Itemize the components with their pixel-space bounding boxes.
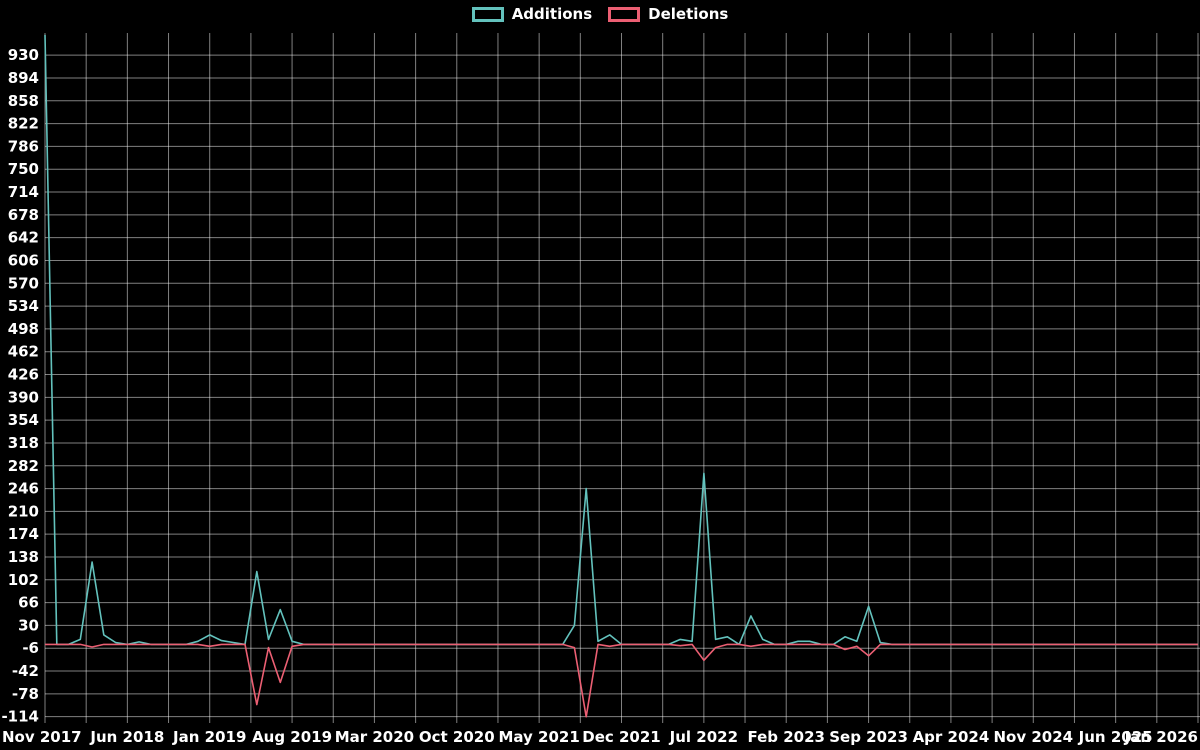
svg-text:Jan 2019: Jan 2019	[172, 728, 246, 746]
svg-text:Apr 2024: Apr 2024	[913, 728, 990, 746]
svg-text:354: 354	[8, 411, 39, 429]
svg-text:Dec 2021: Dec 2021	[582, 728, 661, 746]
svg-text:822: 822	[8, 115, 39, 133]
svg-text:786: 786	[8, 137, 39, 155]
svg-text:750: 750	[8, 160, 39, 178]
svg-text:-42: -42	[12, 662, 39, 680]
svg-text:894: 894	[8, 69, 39, 87]
svg-text:930: 930	[8, 46, 39, 64]
svg-text:Jun 2018: Jun 2018	[89, 728, 164, 746]
svg-text:138: 138	[8, 548, 39, 566]
svg-text:426: 426	[8, 366, 39, 384]
legend-item-deletions[interactable]: Deletions	[608, 7, 728, 22]
svg-text:570: 570	[8, 274, 39, 292]
svg-text:-6: -6	[22, 639, 39, 657]
deletions-swatch-icon	[608, 7, 641, 22]
deletions-line	[45, 643, 1198, 718]
svg-text:642: 642	[8, 229, 39, 247]
legend-item-additions[interactable]: Additions	[471, 5, 593, 23]
svg-text:Nov 2017: Nov 2017	[2, 728, 82, 746]
svg-text:30: 30	[18, 616, 39, 634]
svg-text:678: 678	[8, 206, 39, 224]
svg-text:Sep 2023: Sep 2023	[829, 728, 908, 746]
svg-text:Feb 2023: Feb 2023	[747, 728, 825, 746]
svg-text:-114: -114	[1, 708, 39, 726]
svg-text:534: 534	[8, 297, 39, 315]
svg-text:606: 606	[8, 251, 39, 269]
svg-text:714: 714	[8, 183, 39, 201]
svg-text:462: 462	[8, 343, 39, 361]
svg-text:Oct 2020: Oct 2020	[419, 728, 495, 746]
grid-lines	[44, 33, 1200, 723]
svg-text:858: 858	[8, 92, 39, 110]
y-axis-tick-labels: -114 -78 -42 -6 30 66 102 138 174 210 246 282 318 354…	[1, 46, 39, 725]
svg-text:Aug 2019: Aug 2019	[252, 728, 332, 746]
svg-text:Nov 2024: Nov 2024	[993, 728, 1073, 746]
svg-text:May 2021: May 2021	[498, 728, 579, 746]
svg-text:174: 174	[8, 525, 39, 543]
svg-text:246: 246	[8, 480, 39, 498]
svg-text:282: 282	[8, 457, 39, 475]
svg-text:102: 102	[8, 571, 39, 589]
legend-additions-label: Additions	[511, 5, 593, 23]
svg-text:-78: -78	[12, 685, 39, 703]
svg-text:498: 498	[8, 320, 39, 338]
svg-text:Mar 2020: Mar 2020	[335, 728, 414, 746]
svg-text:Jun 2025: Jun 2025	[1078, 728, 1153, 746]
x-axis-tick-labels: Nov 2017 Jun 2018 Jan 2019 Aug 2019 Mar 2020…	[2, 728, 1198, 746]
svg-text:390: 390	[8, 388, 39, 406]
svg-text:66: 66	[18, 594, 39, 612]
svg-text:Jul 2022: Jul 2022	[669, 728, 738, 746]
chart-legend: Additions Deletions	[0, 7, 1200, 22]
svg-text:318: 318	[8, 434, 39, 452]
svg-text:Jan 2026: Jan 2026	[1124, 728, 1198, 746]
additions-swatch-icon	[471, 7, 504, 22]
legend-deletions-label: Deletions	[648, 5, 729, 23]
svg-text:210: 210	[8, 502, 39, 520]
